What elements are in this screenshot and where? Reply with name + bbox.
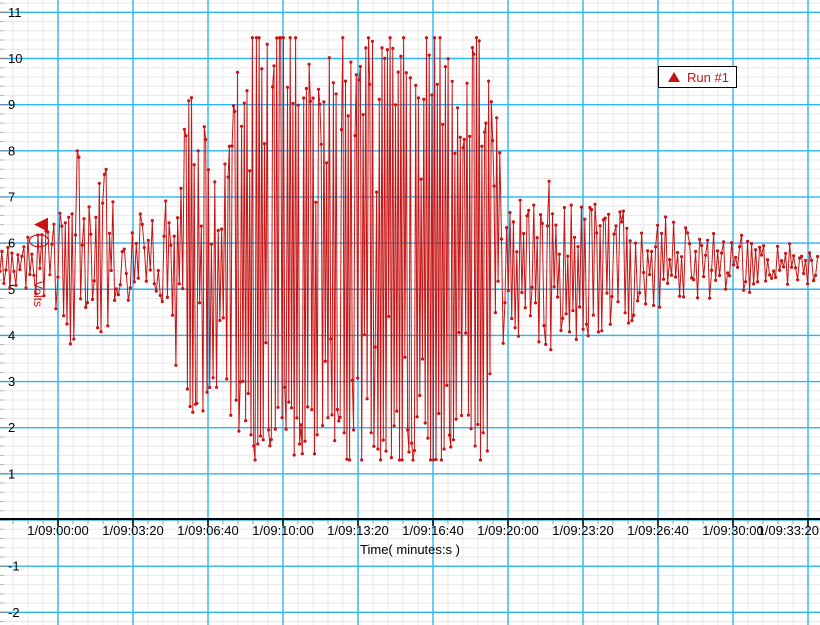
x-tick-label: 1/09:23:20 <box>552 523 613 538</box>
y-axis-title: Volts <box>31 281 45 308</box>
y-tick-label: 9 <box>8 97 15 112</box>
y-tick-label: 8 <box>8 143 15 158</box>
x-tick-label: 1/09:10:00 <box>252 523 313 538</box>
legend[interactable]: Run #1 <box>658 66 737 88</box>
x-tick-label: 1/09:26:40 <box>627 523 688 538</box>
cursor-ellipse-icon <box>28 234 50 248</box>
x-tick-label: 1/09:03:20 <box>102 523 163 538</box>
waveform-run1[interactable] <box>0 36 820 462</box>
y-tick-label: 2 <box>8 420 15 435</box>
trigger-level-marker-icon[interactable] <box>34 217 48 232</box>
legend-run-label: Run #1 <box>687 69 729 85</box>
y-tick-label: 6 <box>8 236 15 251</box>
y-tick-label: 10 <box>8 51 22 66</box>
x-tick-label: 1/09:33:20 <box>758 523 819 538</box>
x-tick-label: 1/09:16:40 <box>402 523 463 538</box>
x-axis-title: Time( minutes:s ) <box>360 542 460 557</box>
y-tick-label: 4 <box>8 328 15 343</box>
y-tick-label: -2 <box>8 605 20 620</box>
y-tick-label: 5 <box>8 282 15 297</box>
x-tick-label: 1/09:06:40 <box>177 523 238 538</box>
x-tick-label: 1/09:00:00 <box>27 523 88 538</box>
y-tick-label: 11 <box>8 5 22 20</box>
x-tick-label: 1/09:30:00 <box>702 523 763 538</box>
y-tick-label: 7 <box>8 189 15 204</box>
x-tick-label: 1/09:13:20 <box>327 523 388 538</box>
x-tick-label: 1/09:20:00 <box>477 523 538 538</box>
y-tick-label: 1 <box>8 466 15 481</box>
waveform-line <box>0 37 819 461</box>
y-tick-label: -1 <box>8 559 20 574</box>
y-tick-label: 3 <box>8 374 15 389</box>
run1-triangle-marker-icon <box>668 72 680 82</box>
